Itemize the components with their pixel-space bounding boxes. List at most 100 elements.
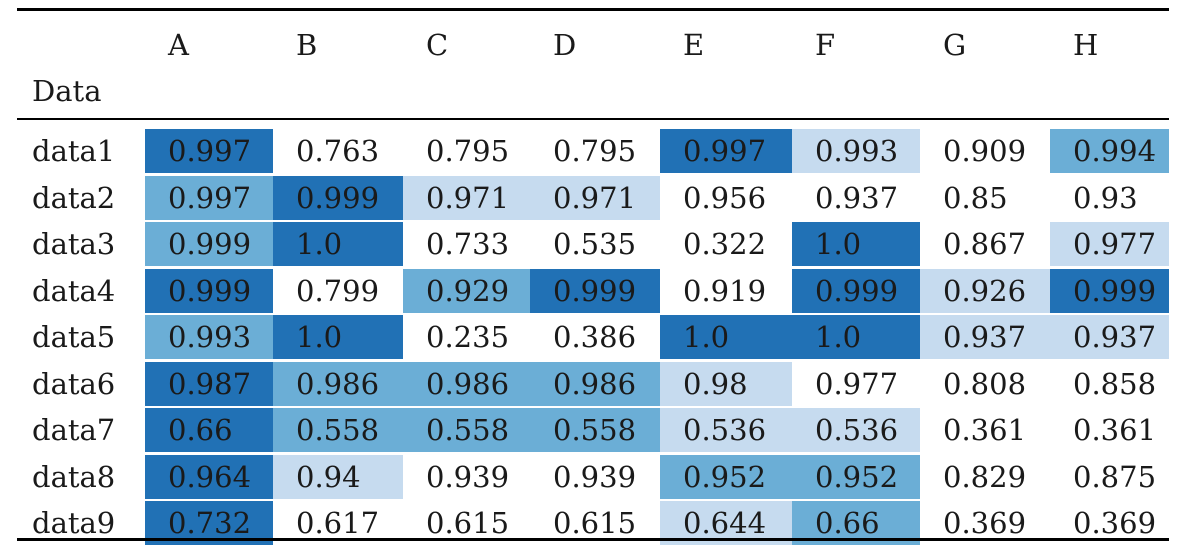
cell-value: 0.964 — [168, 459, 252, 494]
cell-value: 0.858 — [1073, 366, 1157, 401]
table-cell: 0.615 — [403, 501, 530, 545]
cell-value: 0.986 — [426, 366, 510, 401]
cell-value: 0.997 — [683, 134, 767, 168]
table-cell: 0.999 — [273, 175, 403, 220]
cell-value: 0.536 — [683, 413, 767, 447]
table-cell: 0.937 — [1050, 315, 1169, 359]
table-cell: 0.361 — [920, 408, 1050, 452]
table-cell: 0.999 — [792, 268, 920, 313]
cell-value: 0.98 — [683, 366, 748, 401]
table-cell: 0.999 — [530, 268, 660, 313]
table-cell: 0.977 — [1050, 222, 1169, 266]
row-label: data2 — [32, 180, 116, 215]
table-cell: 0.369 — [1050, 501, 1169, 545]
table-cell: 0.994 — [1050, 129, 1169, 173]
cell-value: 0.235 — [426, 320, 510, 354]
bottom-rule — [17, 538, 1169, 541]
table-cell: 0.952 — [792, 454, 920, 499]
table-cell: 0.997 — [145, 175, 273, 220]
table-cell: 0.536 — [792, 408, 920, 452]
table-cell: 0.875 — [1050, 454, 1169, 499]
table-cell: 0.558 — [273, 408, 403, 452]
cell-value: 0.939 — [426, 459, 510, 494]
column-header-b: B — [296, 28, 318, 62]
table-cell: 0.558 — [530, 408, 660, 452]
cell-value: 0.615 — [553, 506, 637, 540]
table-cell: 0.617 — [273, 501, 403, 545]
row-label: data9 — [32, 506, 116, 540]
cell-value: 0.795 — [553, 134, 637, 168]
cell-value: 1.0 — [815, 227, 862, 261]
table-cell: 0.94 — [273, 454, 403, 499]
table-cell: 0.952 — [660, 454, 792, 499]
table-cell: 0.858 — [1050, 361, 1169, 406]
row-label: data7 — [32, 413, 116, 447]
cell-value: 0.999 — [296, 180, 380, 215]
cell-value: 0.993 — [168, 320, 252, 354]
table-cell: 0.999 — [145, 268, 273, 313]
cell-value: 0.929 — [426, 273, 510, 308]
cell-value: 0.535 — [553, 227, 637, 261]
cell-value: 0.986 — [296, 366, 380, 401]
table-cell: 1.0 — [273, 315, 403, 359]
table-cell: 0.799 — [273, 268, 403, 313]
cell-value: 0.971 — [426, 180, 510, 215]
table-cell: 0.937 — [792, 175, 920, 220]
row-label: data1 — [32, 134, 116, 168]
table-cell: 0.999 — [1050, 268, 1169, 313]
cell-value: 0.997 — [168, 134, 252, 168]
table-cell: 0.999 — [145, 222, 273, 266]
table-cell: 0.536 — [660, 408, 792, 452]
table-cell: 0.937 — [920, 315, 1050, 359]
top-rule — [17, 8, 1169, 11]
table-cell: 0.615 — [530, 501, 660, 545]
table-cell: 0.829 — [920, 454, 1050, 499]
table-cell: 0.733 — [403, 222, 530, 266]
table-cell: 1.0 — [792, 315, 920, 359]
table-cell: 0.956 — [660, 175, 792, 220]
table-cell: 0.644 — [660, 501, 792, 545]
table-cell: 0.85 — [920, 175, 1050, 220]
cell-value: 0.999 — [815, 273, 899, 308]
cell-value: 1.0 — [815, 320, 862, 354]
table-cell: 0.964 — [145, 454, 273, 499]
cell-value: 0.977 — [1073, 227, 1157, 261]
cell-value: 0.808 — [943, 366, 1027, 401]
cell-value: 0.971 — [553, 180, 637, 215]
cell-value: 0.558 — [426, 413, 510, 447]
table-cell: 1.0 — [273, 222, 403, 266]
cell-value: 1.0 — [296, 320, 343, 354]
column-header-e: E — [683, 28, 705, 62]
cell-value: 0.644 — [683, 506, 767, 540]
cell-value: 0.615 — [426, 506, 510, 540]
cell-value: 0.558 — [296, 413, 380, 447]
table-cell: 0.939 — [403, 454, 530, 499]
table-cell: 1.0 — [660, 315, 792, 359]
cell-value: 0.994 — [1073, 134, 1157, 168]
cell-value: 0.993 — [815, 134, 899, 168]
table-cell: 0.66 — [145, 408, 273, 452]
table-cell: 0.993 — [792, 129, 920, 173]
row-label: data4 — [32, 273, 116, 308]
table-cell: 0.993 — [145, 315, 273, 359]
table-cell: 0.926 — [920, 268, 1050, 313]
cell-value: 0.799 — [296, 273, 380, 308]
cell-value: 0.937 — [815, 180, 899, 215]
cell-value: 0.85 — [943, 180, 1008, 215]
corner-header: Data — [32, 74, 102, 108]
cell-value: 0.875 — [1073, 459, 1157, 494]
column-header-f: F — [815, 28, 836, 62]
row-label: data6 — [32, 366, 116, 401]
column-header-g: G — [943, 28, 967, 62]
cell-value: 0.987 — [168, 366, 252, 401]
cell-value: 1.0 — [683, 320, 730, 354]
cell-value: 0.952 — [815, 459, 899, 494]
table-cell: 0.322 — [660, 222, 792, 266]
table-cell: 0.369 — [920, 501, 1050, 545]
cell-value: 0.999 — [168, 273, 252, 308]
table-cell: 0.386 — [530, 315, 660, 359]
cell-value: 0.763 — [296, 134, 380, 168]
table-cell: 0.795 — [530, 129, 660, 173]
table-cell: 0.808 — [920, 361, 1050, 406]
column-header-d: D — [553, 28, 577, 62]
